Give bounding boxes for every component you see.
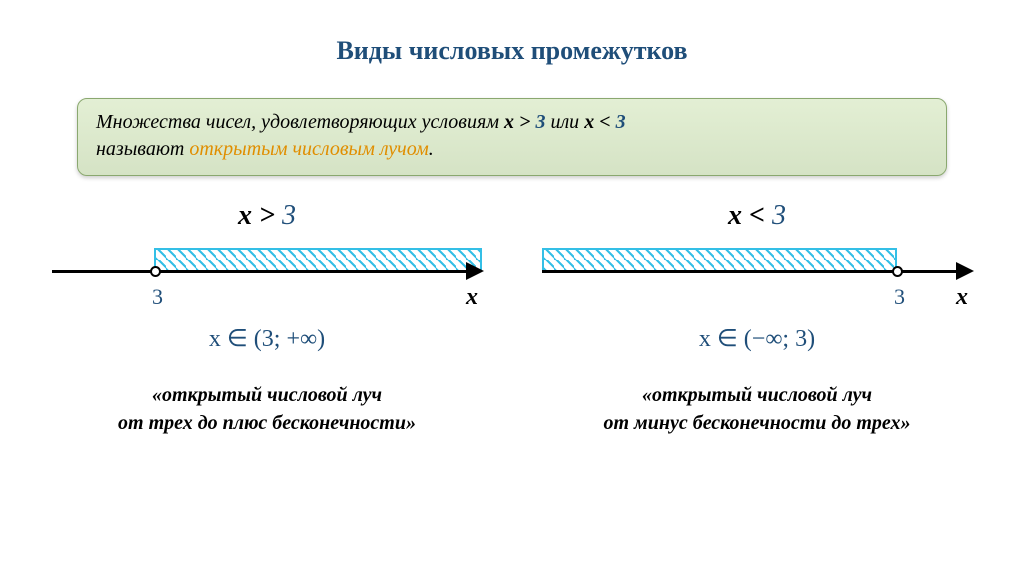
right-interval-notation: x ∈ (−∞; 3) (542, 324, 972, 353)
def-cond1-val: 3 (535, 111, 545, 133)
right-ineq-var: x (728, 200, 742, 231)
left-axis-var: x (466, 284, 478, 311)
right-open-point-icon (892, 266, 903, 277)
left-ineq-op: > (252, 200, 282, 231)
right-axis-var: x (956, 284, 968, 311)
def-highlight: открытым числовым лучом (189, 138, 428, 160)
panel-right: x < 3 3 x x ∈ (−∞; 3) «открытый числовой… (542, 200, 972, 437)
left-number-line: 3 x (52, 242, 482, 312)
left-desc-line1: «открытый числовой луч (152, 384, 382, 406)
left-arrowhead-icon (466, 262, 484, 280)
left-ineq-val: 3 (282, 200, 296, 231)
def-cond1-op: > (514, 111, 535, 133)
page-title: Виды числовых промежутков (0, 0, 1024, 66)
def-cond2-var: x (584, 111, 594, 133)
right-ineq-val: 3 (772, 200, 786, 231)
def-cond2-val: 3 (616, 111, 626, 133)
def-cond1-var: x (504, 111, 514, 133)
left-tick-label: 3 (152, 284, 163, 310)
left-open-point-icon (150, 266, 161, 277)
panel-left: x > 3 3 x x ∈ (3; +∞) «открытый числовой… (52, 200, 482, 437)
right-arrowhead-icon (956, 262, 974, 280)
left-inequality: x > 3 (52, 200, 482, 232)
left-ineq-var: x (238, 200, 252, 231)
def-prefix: Множества чисел, удовлетворяющих условия… (96, 111, 504, 133)
right-desc-line1: «открытый числовой луч (642, 384, 872, 406)
def-suffix1: называют (96, 138, 189, 160)
left-axis-line (52, 270, 470, 273)
def-mid: или (545, 111, 584, 133)
def-period: . (429, 138, 434, 160)
right-interval-desc: «открытый числовой луч от минус бесконеч… (542, 381, 972, 437)
definition-box: Множества чисел, удовлетворяющих условия… (77, 98, 947, 176)
right-tick-label: 3 (894, 284, 905, 310)
right-number-line: 3 x (542, 242, 972, 312)
left-interval-notation: x ∈ (3; +∞) (52, 324, 482, 353)
left-interval-desc: «открытый числовой луч от трех до плюс б… (52, 381, 482, 437)
right-ineq-op: < (742, 200, 772, 231)
left-desc-line2: от трех до плюс бесконечности» (118, 412, 416, 434)
panels-row: x > 3 3 x x ∈ (3; +∞) «открытый числовой… (0, 200, 1024, 437)
def-cond2-op: < (594, 111, 615, 133)
left-hatch-region (154, 248, 482, 270)
right-hatch-region (542, 248, 897, 270)
right-desc-line2: от минус бесконечности до трех» (603, 412, 910, 434)
right-inequality: x < 3 (542, 200, 972, 232)
